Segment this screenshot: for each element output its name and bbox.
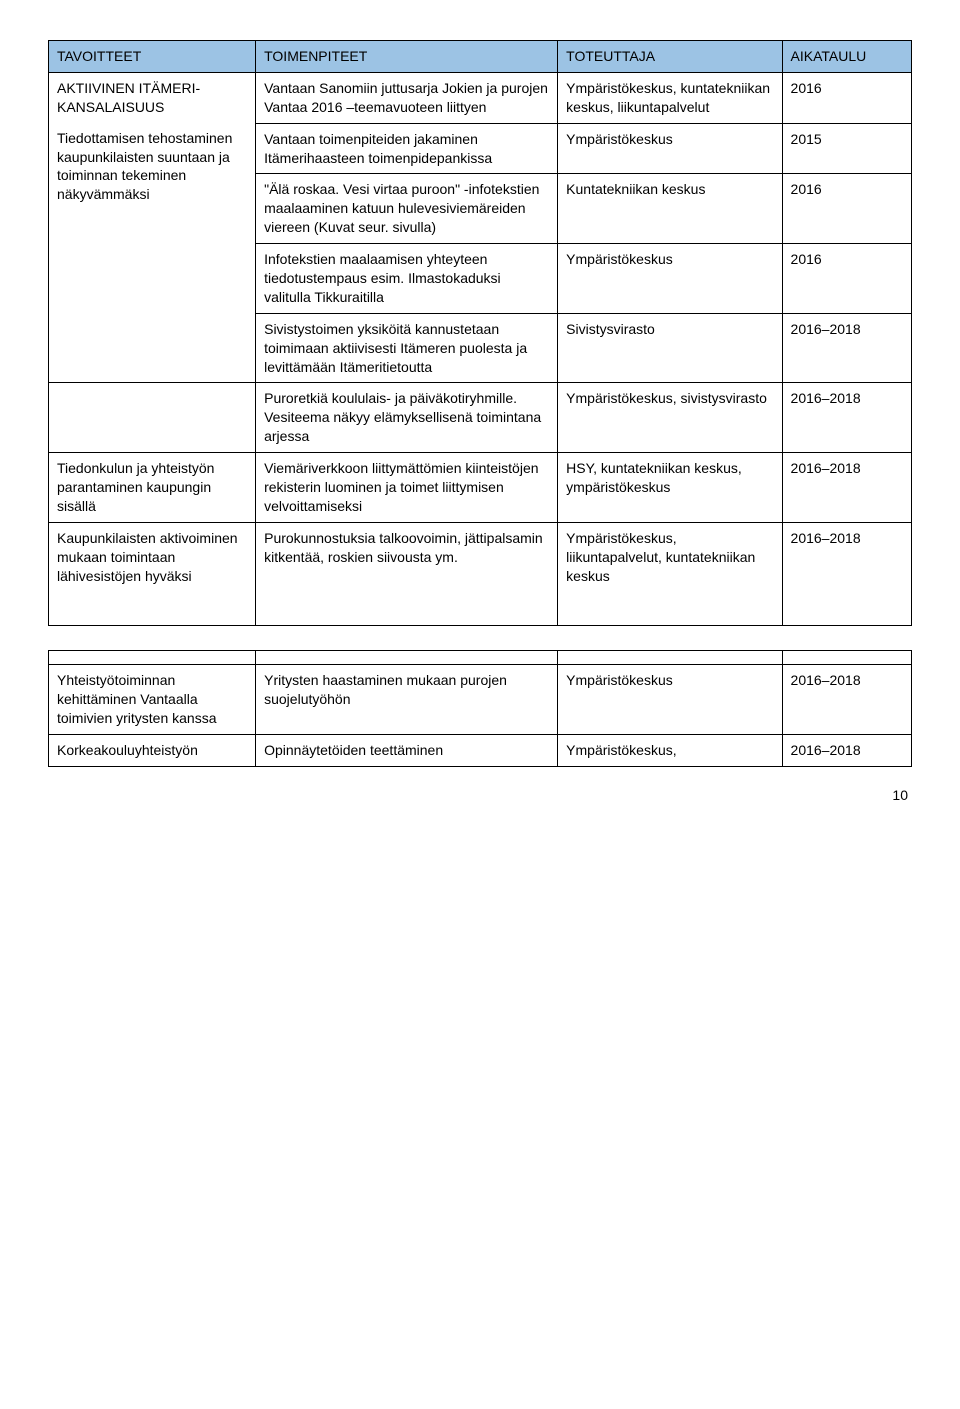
cell-actor: Kuntatekniikan keskus [558, 174, 782, 244]
cell-schedule: 2016–2018 [782, 522, 911, 626]
th-toteuttaja: TOTEUTTAJA [558, 41, 782, 73]
cell-goal: Kaupunkilaisten aktivoiminen mukaan toim… [49, 522, 256, 626]
section-title-row: AKTIIVINEN ITÄMERI-KANSALAISUUS Vantaan … [49, 72, 912, 122]
cell-goal: Tiedonkulun ja yhteistyön parantaminen k… [49, 453, 256, 523]
cell-action: Vantaan toimenpiteiden jakaminen Itämeri… [256, 123, 558, 174]
cell-action: Infotekstien maalaamisen yhteyteen tiedo… [256, 244, 558, 314]
cell-action: Sivistystoimen yksiköitä kannustetaan to… [256, 313, 558, 383]
th-toimenpiteet: TOIMENPITEET [256, 41, 558, 73]
cell-action: Purokunnostuksia talkoovoimin, jättipals… [256, 522, 558, 626]
empty-cell: Ympäristökeskus, kuntatekniikan keskus, … [558, 72, 782, 123]
cell-schedule: 2016–2018 [782, 735, 911, 767]
section-title: AKTIIVINEN ITÄMERI-KANSALAISUUS [49, 72, 256, 122]
cell-schedule: 2016 [782, 244, 911, 314]
table-row: Yhteistyötoiminnan kehittäminen Vantaall… [49, 665, 912, 735]
th-aikataulu: AIKATAULU [782, 41, 911, 73]
cell-actor: Ympäristökeskus [558, 123, 782, 174]
cell-schedule: 2016–2018 [782, 313, 911, 383]
table-header-row: TAVOITTEET TOIMENPITEET TOTEUTTAJA AIKAT… [49, 41, 912, 73]
cell-goal: Yhteistyötoiminnan kehittäminen Vantaall… [49, 665, 256, 735]
spacer-row [49, 651, 912, 665]
second-table: Yhteistyötoiminnan kehittäminen Vantaall… [48, 650, 912, 767]
cell-actor: Sivistysvirasto [558, 313, 782, 383]
cell-schedule: 2016–2018 [782, 453, 911, 523]
table-row: Tiedonkulun ja yhteistyön parantaminen k… [49, 453, 912, 523]
cell-actor: Ympäristökeskus [558, 244, 782, 314]
cell-actor: Ympäristökeskus, sivistysvirasto [558, 383, 782, 453]
cell-actor: Ympäristökeskus [558, 665, 782, 735]
cell-action: Puroretkiä koululais- ja päiväkotiryhmil… [256, 383, 558, 453]
cell-action: Viemäriverkkoon liittymättömien kiinteis… [256, 453, 558, 523]
cell-actor: Ympäristökeskus, [558, 735, 782, 767]
cell-action: "Älä roskaa. Vesi virtaa puroon" -infote… [256, 174, 558, 244]
cell-schedule: 2016–2018 [782, 383, 911, 453]
table-row: Puroretkiä koululais- ja päiväkotiryhmil… [49, 383, 912, 453]
empty-cell: Vantaan Sanomiin juttusarja Jokien ja pu… [256, 72, 558, 123]
cell-schedule: 2015 [782, 123, 911, 174]
cell-goal: Korkeakouluyhteistyön [49, 735, 256, 767]
cell-goal: Tiedottamisen tehostaminen kaupunkilaist… [49, 123, 256, 383]
cell-action: Opinnäytetöiden teettäminen [256, 735, 558, 767]
th-tavoitteet: TAVOITTEET [49, 41, 256, 73]
cell-schedule: 2016–2018 [782, 665, 911, 735]
page-number: 10 [48, 787, 912, 803]
cell-schedule: 2016 [782, 174, 911, 244]
table-row: Kaupunkilaisten aktivoiminen mukaan toim… [49, 522, 912, 626]
cell-goal [49, 383, 256, 453]
main-table: TAVOITTEET TOIMENPITEET TOTEUTTAJA AIKAT… [48, 40, 912, 626]
cell-actor: Ympäristökeskus, liikuntapalvelut, kunta… [558, 522, 782, 626]
empty-cell: 2016 [782, 72, 911, 123]
table-row: Korkeakouluyhteistyön Opinnäytetöiden te… [49, 735, 912, 767]
cell-actor: HSY, kuntatekniikan keskus, ympäristökes… [558, 453, 782, 523]
cell-action: Yritysten haastaminen mukaan purojen suo… [256, 665, 558, 735]
